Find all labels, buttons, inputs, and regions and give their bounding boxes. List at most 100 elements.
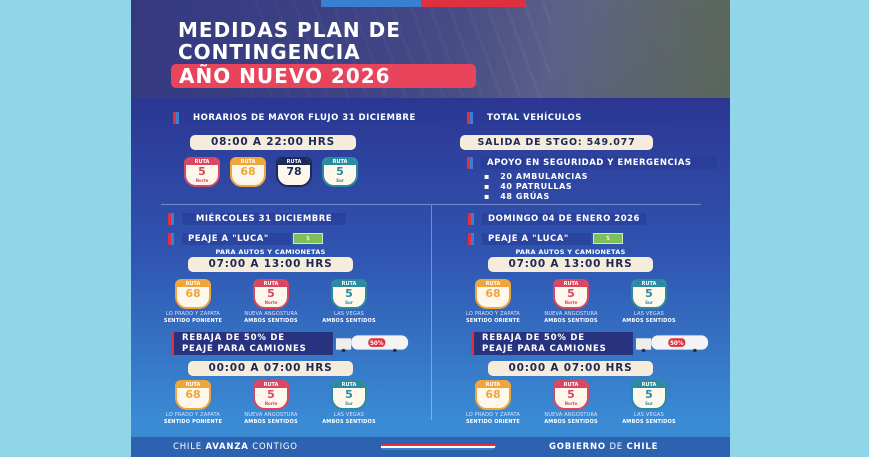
route-direction [177, 300, 209, 305]
route-direction [232, 178, 264, 183]
route-label: RUTA [333, 382, 365, 388]
column-date: DOMINGO 04 DE ENERO 2026 [468, 213, 646, 225]
route-item: RUTA 5 Norte NUEVA ANGOSTURA AMBOS SENTIDOS [233, 380, 309, 426]
truck-discount: REBAJA DE 50% DE PEAJE PARA CAMIONES [471, 332, 633, 355]
route-shield-icon: RUTA 68 [475, 279, 511, 309]
route-sense: SENTIDO ORIENTE [465, 419, 520, 425]
peak-routes: RUTA 5 Norte RUTA 68 RUTA 78 RUTA 5 Sur [184, 157, 358, 187]
divider-vertical [431, 205, 432, 420]
route-shield-icon: RUTA 5 Norte [253, 279, 289, 309]
route-place: NUEVA ANGOSTURA [544, 311, 598, 317]
route-place: LO PRADO Y ZAPATA [466, 412, 520, 418]
route-place: NUEVA ANGOSTURA [544, 412, 598, 418]
route-number: 68 [485, 388, 501, 401]
route-direction: Norte [264, 300, 278, 305]
route-number: 68 [185, 287, 201, 300]
route-shield-icon: RUTA 5 Norte [553, 279, 589, 309]
route-direction [278, 178, 310, 183]
route-place: NUEVA ANGOSTURA [244, 412, 298, 418]
route-shield-icon: RUTA 78 [276, 157, 312, 187]
route-label: RUTA [177, 382, 209, 388]
route-shield-icon: RUTA 5 Norte [553, 380, 589, 410]
flag-stripe-red [421, 0, 526, 7]
flag-stripe-blue [321, 0, 421, 7]
totals-heading: TOTAL VEHÍCULOS [467, 112, 671, 124]
route-direction [477, 300, 509, 305]
route-direction: Sur [645, 300, 653, 305]
route-direction [177, 401, 209, 406]
route-place: LAS VEGAS [334, 311, 364, 317]
route-direction: Sur [336, 178, 344, 183]
support-item: ▪ 48 GRÚAS [484, 192, 550, 201]
luca-heading: PEAJE A "LUCA" [168, 233, 291, 245]
route-shield-icon: RUTA 5 Sur [631, 279, 667, 309]
truck-hours: 00:00 A 07:00 HRS [188, 361, 353, 376]
peak-hours: 08:00 A 22:00 HRS [190, 135, 356, 150]
route-place: LO PRADO Y ZAPATA [466, 311, 520, 317]
route-item: RUTA 5 Norte NUEVA ANGOSTURA AMBOS SENTIDOS [533, 279, 609, 325]
support-list: ▪ 20 AMBULANCIAS ▪ 40 PATRULLAS ▪ 48 GRÚ… [484, 172, 588, 202]
route-number: 5 [345, 287, 353, 300]
infographic-poster: MEDIDAS PLAN DE CONTINGENCIA AÑO NUEVO 2… [131, 0, 730, 457]
banknote-icon: $ [293, 233, 323, 244]
route-label: RUTA [555, 382, 587, 388]
divider-horizontal [161, 204, 701, 205]
route-label: RUTA [232, 159, 264, 165]
route-label: RUTA [555, 281, 587, 287]
discount-badge: 50% [370, 341, 384, 347]
column-date: MIÉRCOLES 31 DICIEMBRE [168, 213, 346, 225]
title-line-2: CONTINGENCIA [178, 40, 361, 64]
support-heading: APOYO EN SEGURIDAD Y EMERGENCIAS [467, 157, 717, 169]
route-direction: Norte [564, 401, 578, 406]
route-item: RUTA 5 Sur LAS VEGAS AMBOS SENTIDOS [611, 380, 687, 426]
route-item: RUTA 68 LO PRADO Y ZAPATA SENTIDO ORIENTE [455, 279, 531, 325]
support-item: ▪ 40 PATRULLAS [484, 182, 573, 191]
route-sense: AMBOS SENTIDOS [244, 318, 298, 324]
route-sense: AMBOS SENTIDOS [322, 419, 376, 425]
route-number: 5 [567, 388, 575, 401]
route-label: RUTA [177, 281, 209, 287]
vehicle-type: PARA AUTOS Y CAMIONETAS [215, 248, 326, 256]
route-number: 5 [567, 287, 575, 300]
route-number: 5 [336, 165, 344, 178]
route-label: RUTA [186, 159, 218, 165]
route-shield-icon: RUTA 5 Sur [331, 380, 367, 410]
truck-icon: 50% [336, 335, 409, 352]
footer-government: GOBIERNO DE CHILE [549, 442, 659, 452]
route-item: RUTA 5 Norte NUEVA ANGOSTURA AMBOS SENTIDOS [533, 380, 609, 426]
route-label: RUTA [255, 281, 287, 287]
peak-heading: HORARIOS DE MAYOR FLUJO 31 DICIEMBRE [173, 112, 438, 124]
route-number: 68 [485, 287, 501, 300]
truck-hours: 00:00 A 07:00 HRS [488, 361, 653, 376]
route-shield-icon: RUTA 68 [175, 380, 211, 410]
route-shield-icon: RUTA 5 Sur [631, 380, 667, 410]
exit-value: 549.077 [586, 137, 636, 148]
route-item: RUTA 68 LO PRADO Y ZAPATA SENTIDO PONIENTE [155, 279, 231, 325]
route-number: 5 [645, 388, 653, 401]
route-label: RUTA [278, 159, 310, 165]
route-shield-icon: RUTA 5 Sur [331, 279, 367, 309]
exit-total: SALIDA DE STGO: 549.077 [460, 135, 653, 150]
route-number: 5 [198, 165, 206, 178]
route-number: 78 [286, 165, 302, 178]
highway-photo [131, 0, 730, 98]
route-sense: AMBOS SENTIDOS [244, 419, 298, 425]
route-direction: Norte [264, 401, 278, 406]
banknote-icon: $ [593, 233, 623, 244]
route-shield-icon: RUTA 68 [475, 380, 511, 410]
route-sense: AMBOS SENTIDOS [544, 419, 598, 425]
route-shield-icon: RUTA 68 [175, 279, 211, 309]
route-direction: Norte [564, 300, 578, 305]
route-label: RUTA [333, 281, 365, 287]
route-sense: AMBOS SENTIDOS [322, 318, 376, 324]
route-number: 5 [345, 388, 353, 401]
route-shield-icon: RUTA 68 [230, 157, 266, 187]
route-direction: Sur [345, 300, 353, 305]
route-number: 68 [185, 388, 201, 401]
luca-heading: PEAJE A "LUCA" [468, 233, 591, 245]
route-label: RUTA [255, 382, 287, 388]
route-direction [477, 401, 509, 406]
title-highlight: AÑO NUEVO 2026 [171, 64, 476, 88]
route-place: LO PRADO Y ZAPATA [166, 311, 220, 317]
route-number: 5 [267, 287, 275, 300]
